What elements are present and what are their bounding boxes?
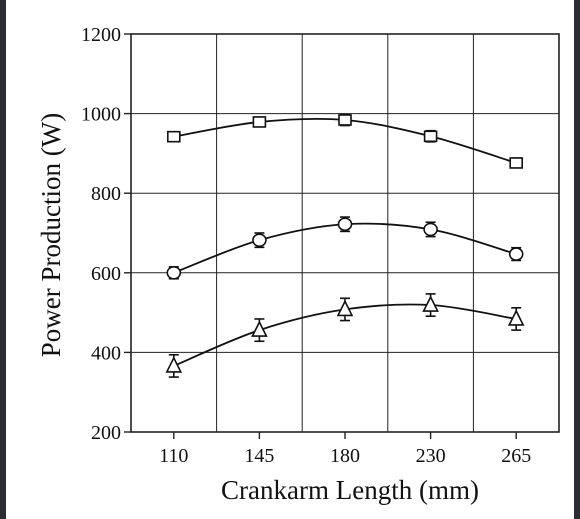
series-layer — [165, 113, 525, 378]
y-tick-label: 1200 — [81, 24, 121, 46]
data-point — [507, 309, 525, 326]
x-tick-label: 145 — [244, 445, 274, 467]
tick-labels: 200 400 600 800 1000 1200 110 145 180 230 265 — [81, 24, 531, 467]
data-point — [165, 356, 183, 373]
power-vs-crankarm-chart: 200 400 600 800 1000 1200 110 145 180 230 265 Cran… — [36, 24, 560, 505]
y-tick-label: 400 — [91, 342, 121, 364]
data-point — [252, 233, 267, 247]
y-tick-label: 1000 — [81, 104, 121, 126]
x-tick-label: 265 — [501, 445, 531, 467]
data-point — [423, 130, 438, 143]
series-circle — [166, 216, 524, 280]
series-square — [167, 113, 524, 169]
plot-border — [130, 33, 560, 433]
data-point — [509, 157, 524, 169]
x-tick-label: 230 — [416, 445, 446, 467]
data-point — [337, 217, 353, 232]
data-point — [251, 320, 268, 337]
data-point — [336, 299, 354, 317]
data-point — [167, 130, 181, 143]
chart-frame: 200 400 600 800 1000 1200 110 145 180 230 265 Cran… — [6, 0, 574, 519]
data-point — [166, 265, 182, 280]
y-axis-label: Power Production (W) — [36, 113, 66, 357]
x-axis-label: Crankarm Length (mm) — [221, 475, 479, 505]
grid-lines — [124, 33, 560, 439]
data-point — [423, 222, 438, 237]
series-triangle — [165, 293, 525, 378]
data-point — [338, 114, 352, 126]
data-point — [422, 295, 439, 312]
y-tick-label: 200 — [91, 422, 121, 444]
data-point — [508, 247, 524, 261]
y-tick-label: 800 — [91, 183, 121, 205]
x-tick-label: 110 — [159, 445, 188, 467]
x-tick-label: 180 — [330, 445, 360, 467]
data-point — [252, 116, 267, 128]
y-tick-label: 600 — [91, 263, 121, 285]
